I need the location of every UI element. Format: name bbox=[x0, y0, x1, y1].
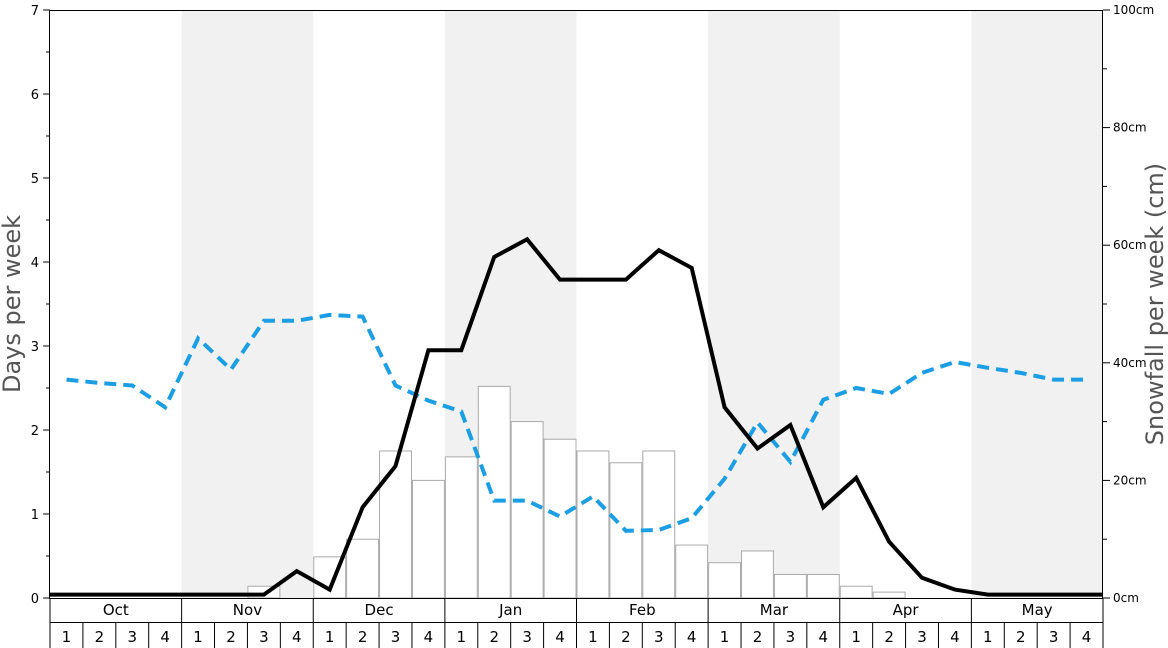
month-band-shaded bbox=[708, 10, 840, 598]
week-label: 4 bbox=[160, 628, 170, 646]
week-label: 4 bbox=[950, 628, 960, 646]
snowfall-bar bbox=[379, 450, 412, 599]
week-label: 3 bbox=[917, 628, 927, 646]
snowfall-bar bbox=[444, 456, 478, 599]
week-label: 2 bbox=[358, 628, 368, 646]
right-tick-label: 0cm bbox=[1113, 591, 1139, 605]
snowfall-bar bbox=[477, 385, 511, 599]
month-label: Dec bbox=[365, 601, 394, 619]
left-tick-label: 2 bbox=[31, 424, 39, 439]
week-label: 4 bbox=[1082, 628, 1092, 646]
week-label: 4 bbox=[292, 628, 302, 646]
snowfall-bar bbox=[576, 450, 610, 599]
week-label: 3 bbox=[522, 628, 532, 646]
week-label: 3 bbox=[259, 628, 269, 646]
snowfall-bar bbox=[806, 573, 840, 599]
left-tick-label: 7 bbox=[31, 4, 39, 19]
week-label: 2 bbox=[621, 628, 631, 646]
left-tick-label: 5 bbox=[31, 172, 39, 187]
left-axis: 0 1 2 3 4 5 6 7 bbox=[31, 4, 50, 607]
month-band-shaded bbox=[181, 10, 314, 598]
month-label: May bbox=[1022, 601, 1053, 619]
left-tick-label: 4 bbox=[31, 256, 39, 271]
week-label: 2 bbox=[884, 628, 894, 646]
snowfall-bar bbox=[872, 591, 906, 599]
month-label: Nov bbox=[233, 601, 262, 619]
snowfall-bar bbox=[708, 562, 742, 599]
snowfall-bar bbox=[411, 479, 445, 599]
month-label: Oct bbox=[103, 601, 129, 619]
month-label: Mar bbox=[760, 601, 789, 619]
week-label: 4 bbox=[687, 628, 697, 646]
week-label: 1 bbox=[457, 628, 467, 646]
week-label: 1 bbox=[325, 628, 335, 646]
week-label: 1 bbox=[720, 628, 730, 646]
left-tick-label: 0 bbox=[31, 592, 39, 607]
month-label: Feb bbox=[629, 601, 656, 619]
week-label: 1 bbox=[62, 628, 72, 646]
week-label: 3 bbox=[391, 628, 401, 646]
right-tick-label: 100cm bbox=[1113, 3, 1154, 17]
week-label: 4 bbox=[819, 628, 829, 646]
right-tick-label: 60cm bbox=[1113, 238, 1147, 252]
snowfall-bar bbox=[543, 438, 577, 599]
snowfall-bar bbox=[346, 538, 380, 599]
right-axis-title: Snowfall per week (cm) bbox=[1141, 163, 1168, 445]
week-label: 2 bbox=[1016, 628, 1026, 646]
week-label: 1 bbox=[193, 628, 203, 646]
week-label: 1 bbox=[851, 628, 861, 646]
week-label: 2 bbox=[226, 628, 236, 646]
snowfall-bar bbox=[675, 544, 709, 599]
x-axis: Oct Nov Dec Jan Feb Mar Apr May 1 2 3 4 1 2 3 4 1 2 3 4 1 2 3 4… bbox=[49, 598, 1104, 648]
snowfall-bar bbox=[741, 550, 774, 599]
days-line-blue bbox=[66, 312, 1087, 533]
week-label: 3 bbox=[786, 628, 796, 646]
month-label: Jan bbox=[498, 601, 522, 619]
snowfall-bar bbox=[839, 585, 873, 599]
snowfall-bar bbox=[510, 421, 544, 599]
week-label: 3 bbox=[654, 628, 664, 646]
month-band-shaded bbox=[971, 10, 1103, 598]
week-label: 4 bbox=[424, 628, 434, 646]
week-label: 2 bbox=[95, 628, 105, 646]
left-tick-label: 6 bbox=[31, 88, 39, 103]
week-label: 1 bbox=[588, 628, 598, 646]
right-tick-label: 80cm bbox=[1113, 121, 1147, 135]
week-label: 4 bbox=[555, 628, 565, 646]
week-label: 2 bbox=[753, 628, 763, 646]
left-tick-label: 3 bbox=[31, 340, 39, 355]
left-tick-label: 1 bbox=[31, 508, 39, 523]
week-label: 2 bbox=[489, 628, 499, 646]
right-tick-label: 20cm bbox=[1113, 473, 1147, 487]
week-label: 3 bbox=[1049, 628, 1059, 646]
week-label: 3 bbox=[127, 628, 137, 646]
month-label: Apr bbox=[893, 601, 920, 619]
month-bands bbox=[181, 10, 1103, 598]
right-tick-label: 40cm bbox=[1113, 356, 1147, 370]
week-label: 1 bbox=[983, 628, 993, 646]
right-axis: 0cm 20cm 40cm 60cm 80cm 100cm bbox=[1103, 3, 1154, 605]
left-axis-title: Days per week bbox=[0, 215, 26, 393]
snowfall-bars bbox=[247, 385, 906, 599]
days-line-black bbox=[50, 236, 1103, 597]
snowfall-bar bbox=[773, 573, 807, 599]
days-lines bbox=[50, 236, 1103, 597]
